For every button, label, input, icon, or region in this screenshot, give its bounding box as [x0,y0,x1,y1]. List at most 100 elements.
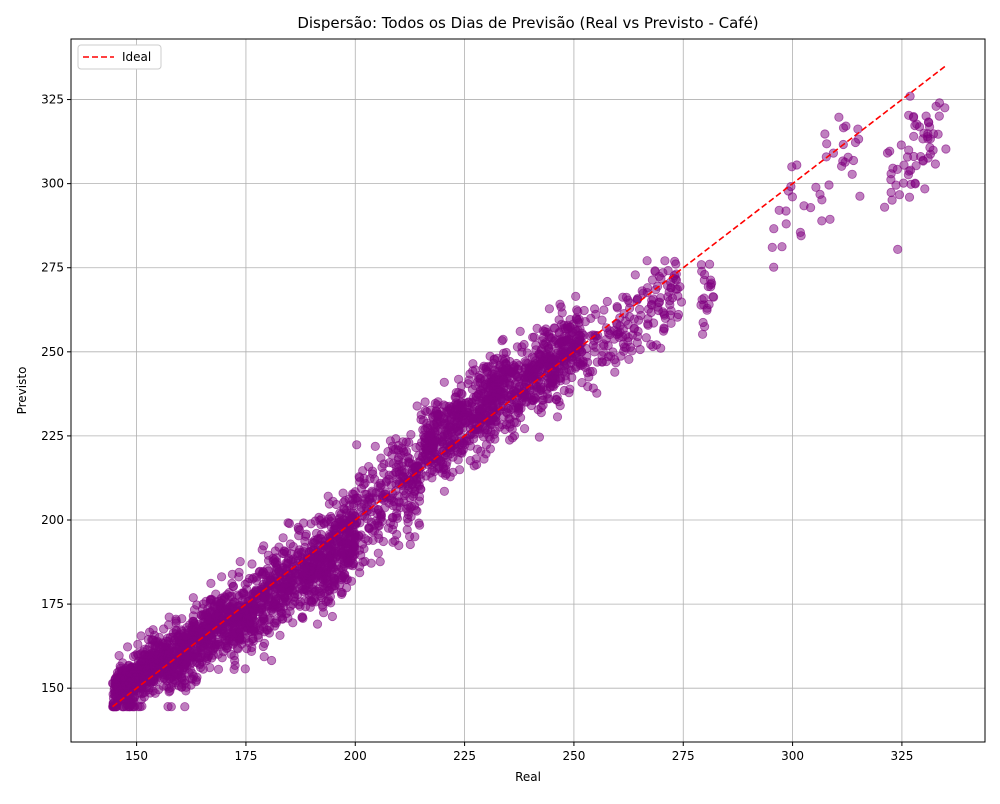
scatter-point [366,558,376,568]
scatter-point [245,618,255,629]
scatter-point [602,296,612,307]
scatter-point [589,304,600,314]
scatter-point [462,436,472,446]
scatter-point [188,674,198,684]
chart-title: Dispersão: Todos os Dias de Previsão (Re… [297,14,758,32]
scatter-point [820,129,830,139]
x-tick-label: 250 [562,749,585,763]
grid-lines [71,39,985,742]
scatter-point [850,137,861,148]
scatter-point [597,315,607,325]
scatter-point [257,545,267,555]
scatter-point [313,554,323,565]
scatter-point [344,511,355,521]
scatter-point [259,638,270,649]
x-tick-label: 150 [125,749,148,763]
scatter-point [847,169,857,179]
scatter-point [190,649,200,659]
scatter-point [504,378,514,388]
scatter-point [154,684,164,695]
scatter-point [456,388,466,399]
scatter-point [439,414,449,424]
scatter-point [409,489,419,499]
scatter-point [647,275,658,285]
scatter-point [550,323,560,333]
scatter-point [586,313,596,323]
scatter-point [612,327,623,337]
scatter-point [519,423,530,434]
scatter-point [278,533,288,543]
scatter-point [489,429,499,439]
scatter-point [672,312,683,322]
scatter-point [235,556,245,567]
scatter-point [597,357,607,367]
scatter-point [127,702,137,712]
scatter-point [376,453,386,463]
scatter-point [354,473,365,483]
scatter-point [641,333,651,343]
scatter-point [454,465,465,475]
scatter-point [368,535,378,546]
scatter-point [920,184,930,194]
scatter-point [904,192,915,202]
scatter-point [582,368,593,378]
scatter-point [135,702,145,712]
scatter-point [660,256,670,266]
scatter-point [445,405,456,415]
scatter-point [651,340,662,350]
scatter-point [474,370,484,381]
scatter-point [454,426,464,436]
scatter-point [196,662,206,673]
scatter-point [792,160,802,170]
scatter-point [205,642,216,653]
scatter-point [360,478,370,488]
scatter-point [561,375,571,385]
scatter-point [206,632,216,643]
scatter-point [377,462,387,472]
scatter-point [658,326,669,336]
scatter-point [704,259,715,269]
scatter-point [490,381,500,391]
scatter-point [442,427,452,438]
scatter-point [247,559,257,569]
scatter-point [254,606,264,617]
scatter-point [288,599,298,609]
scatter-point [468,414,478,424]
scatter-point [672,284,682,294]
scatter-point [853,124,863,134]
scatter-point [240,664,250,674]
scatter-point [539,340,550,350]
scatter-point [235,620,245,630]
scatter-point [406,480,417,490]
scatter-point [124,660,134,670]
scatter-point [708,292,719,302]
scatter-point [552,412,563,422]
scatter-point [138,674,148,684]
scatter-point [650,266,660,276]
scatter-point [181,647,192,658]
x-tick-label: 175 [234,749,257,763]
scatter-point [396,450,406,460]
scatter-point [515,412,526,423]
scatter-point [824,180,834,190]
legend: Ideal [77,44,162,70]
scatter-point [323,491,333,501]
scatter-point [472,444,482,454]
scatter-point [164,674,175,684]
scatter-point [192,624,202,634]
scatter-point [391,485,401,496]
scatter-point [467,384,477,394]
scatter-point [817,216,827,226]
scatter-point [392,502,402,512]
scatter-point [642,256,652,266]
scatter-point [628,330,638,340]
scatter-point [418,415,429,425]
scatter-point [697,329,708,339]
scatter-point [610,367,620,377]
scatter-point [352,496,362,506]
scatter-point [376,512,386,522]
scatter-point [306,519,316,529]
scatter-point [391,434,401,444]
scatter-point [271,618,281,628]
